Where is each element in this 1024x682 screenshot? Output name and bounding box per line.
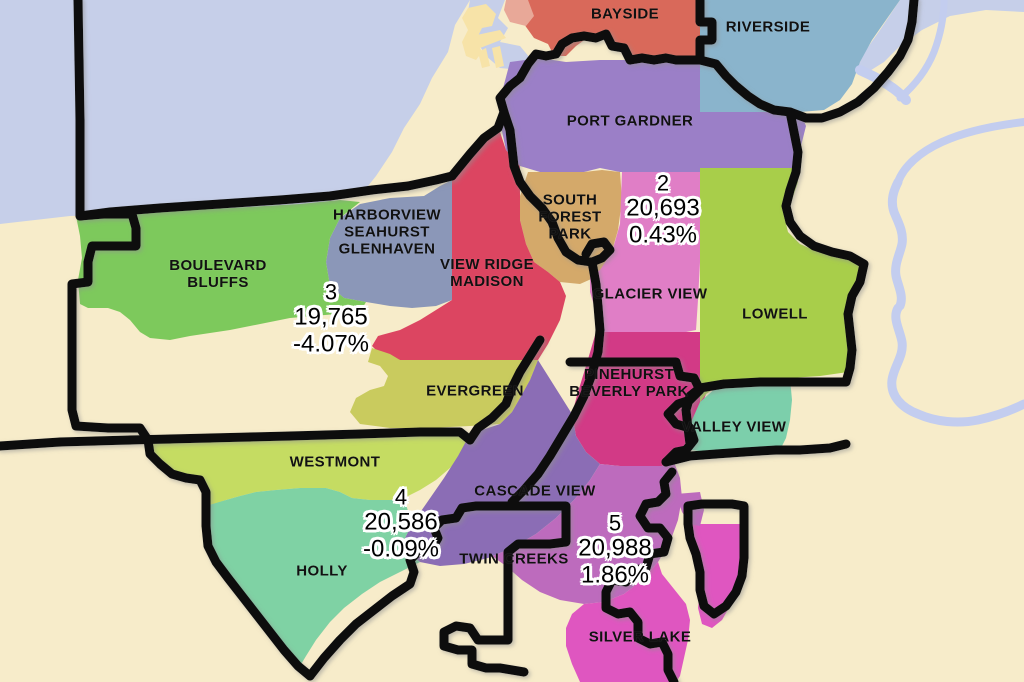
boundary-silverlake-southeast[interactable] bbox=[601, 575, 679, 682]
boundary-pinehurst-valleyview[interactable] bbox=[565, 357, 705, 467]
region-evergreen[interactable] bbox=[350, 348, 538, 428]
neighborhood-polygons[interactable] bbox=[76, 0, 900, 682]
boundary-north-shore[interactable] bbox=[75, 171, 457, 221]
boundary-evergreen-nub[interactable] bbox=[507, 335, 545, 393]
district-boundary-lines[interactable] bbox=[0, 0, 919, 682]
jetty-finger-a bbox=[472, 30, 506, 48]
boundary-westmont-east[interactable] bbox=[465, 383, 517, 445]
region-silver-lake[interactable] bbox=[566, 562, 690, 682]
harbor-jetty-detail bbox=[462, 0, 534, 68]
river-north-branch bbox=[896, 0, 948, 102]
region-view-ridge-madison[interactable] bbox=[372, 132, 566, 360]
boundary-valleyview-south[interactable] bbox=[661, 439, 851, 467]
boundary-east-lowell[interactable] bbox=[781, 107, 869, 387]
river-east bbox=[887, 303, 1024, 427]
region-riverside[interactable] bbox=[700, 0, 900, 112]
boundary-holly-west[interactable] bbox=[143, 435, 315, 681]
region-glacier-view[interactable] bbox=[590, 172, 700, 332]
river-network bbox=[855, 0, 1024, 427]
harbor-parcel bbox=[504, 0, 534, 26]
jetty-spit bbox=[462, 4, 496, 60]
bay-water-west bbox=[0, 0, 470, 224]
boundary-holly-southeast[interactable] bbox=[305, 501, 533, 681]
region-valley-view[interactable] bbox=[686, 378, 792, 452]
river-northeast-tributary bbox=[894, 118, 1024, 186]
region-harborview-seahurst-glenhaven[interactable] bbox=[326, 180, 452, 308]
jetty-finger-b bbox=[478, 48, 490, 68]
river-east-upper bbox=[887, 177, 907, 311]
jetty-finger-c bbox=[492, 46, 504, 68]
boundary-twincreeks-silverlake[interactable] bbox=[439, 621, 529, 677]
region-lowell[interactable] bbox=[700, 168, 866, 402]
region-holly[interactable] bbox=[204, 488, 420, 666]
boundary-d2-d3-spine[interactable] bbox=[507, 257, 605, 507]
boundary-cascade-twincreeks[interactable] bbox=[503, 501, 571, 645]
region-port-gardner[interactable] bbox=[500, 58, 806, 172]
region-westmont[interactable] bbox=[148, 434, 470, 506]
boundary-northeast[interactable] bbox=[695, 0, 919, 123]
water-northeast-pale bbox=[856, 0, 1024, 72]
boundary-central-notch[interactable] bbox=[499, 107, 615, 267]
river-mouth-shore bbox=[855, 65, 911, 105]
boundary-westmont-north[interactable] bbox=[0, 427, 475, 451]
boundary-east-parcel[interactable] bbox=[683, 499, 749, 619]
region-boulevard-bluffs[interactable] bbox=[76, 200, 366, 340]
boundary-silverlake-east[interactable] bbox=[607, 467, 677, 587]
